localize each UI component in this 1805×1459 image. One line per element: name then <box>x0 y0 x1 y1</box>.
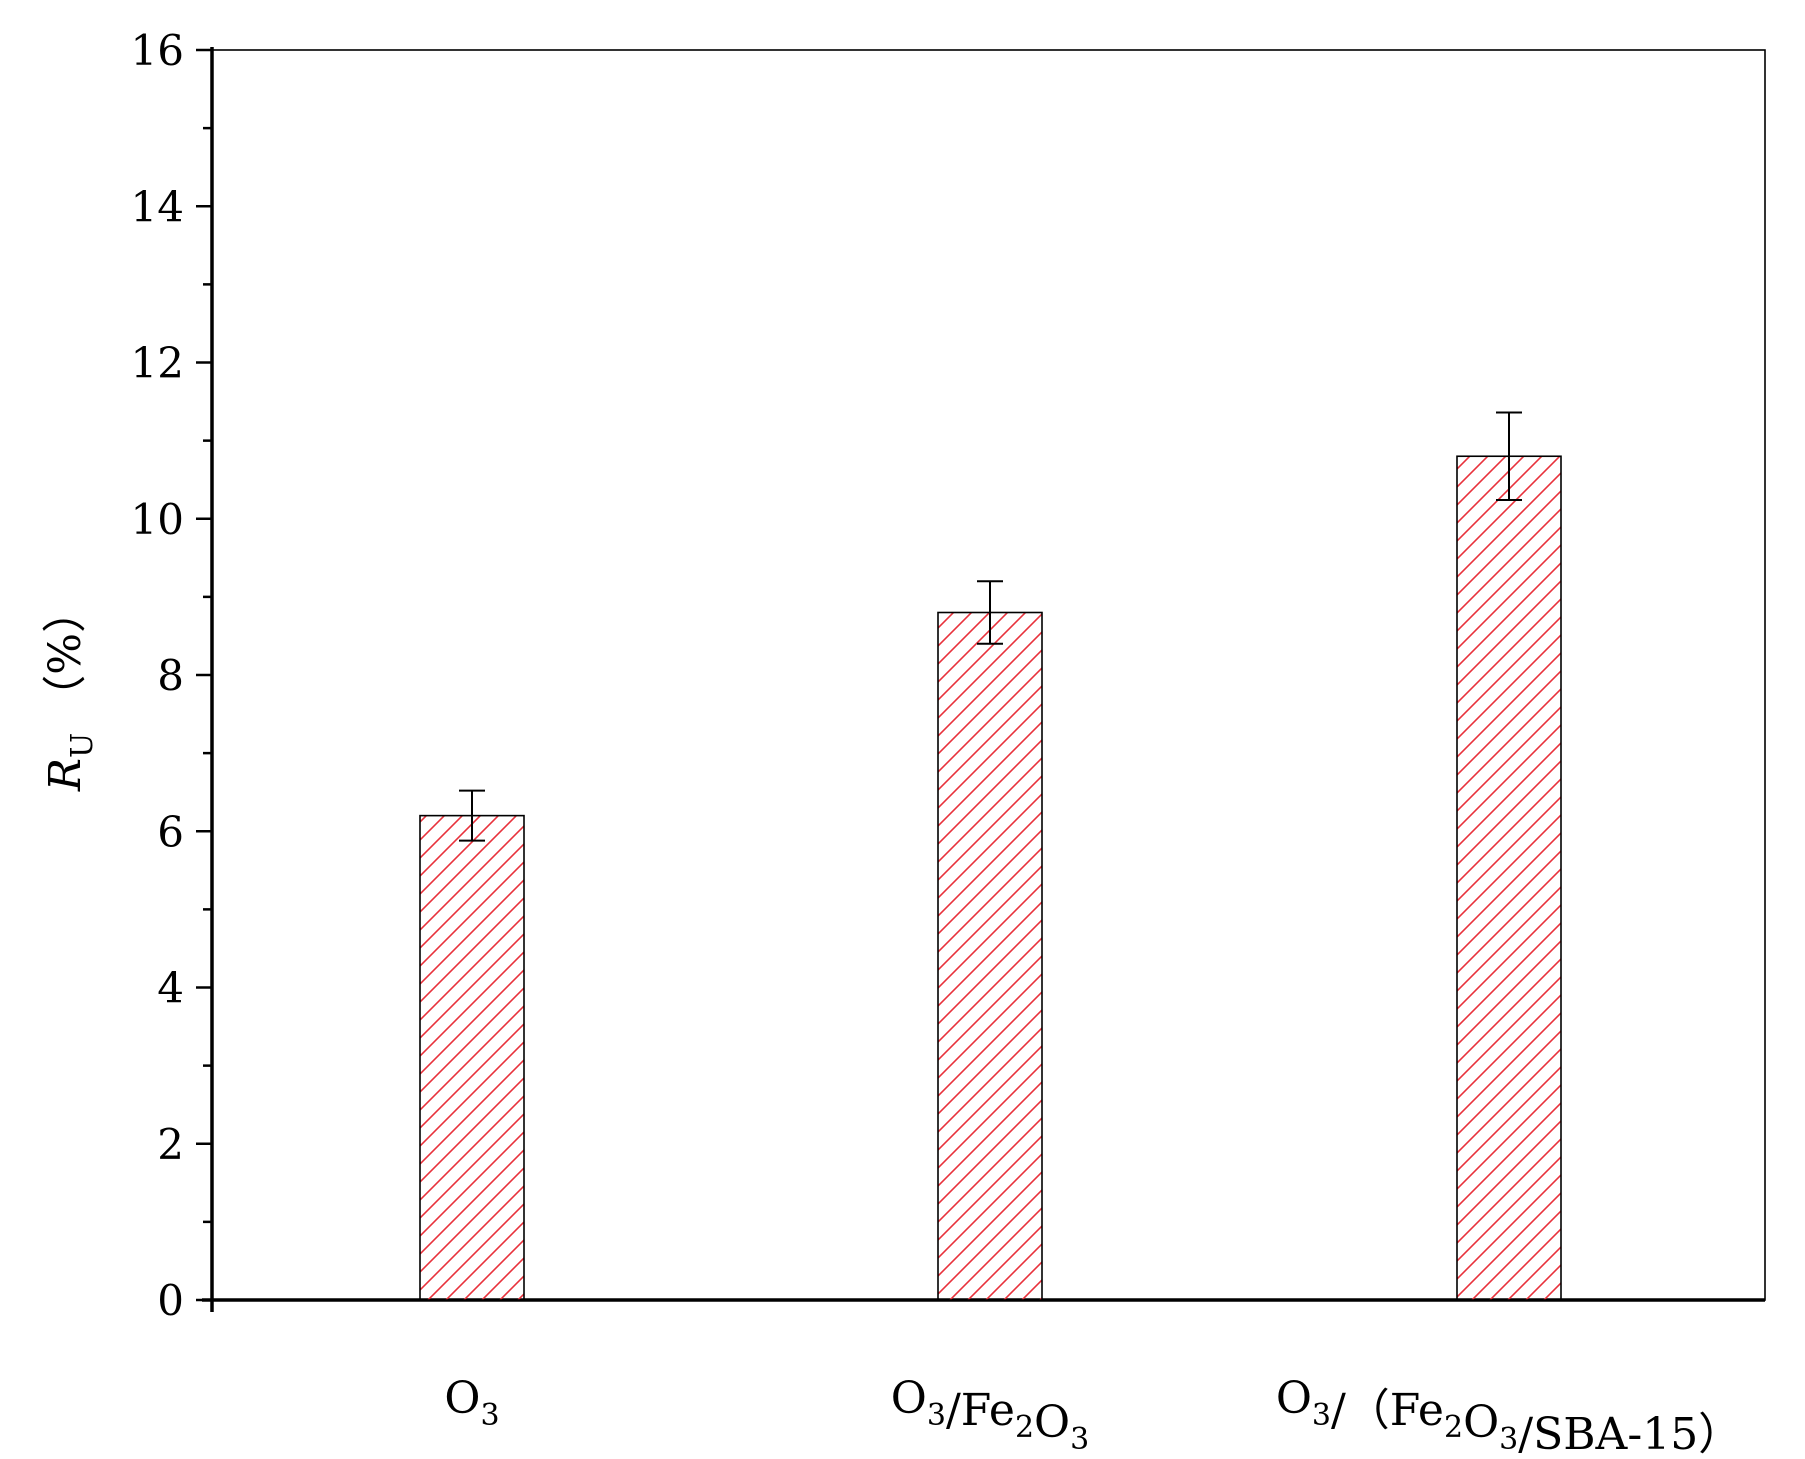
error-bars-layer <box>459 411 1522 842</box>
x-label-subscript: 3 <box>1312 1398 1331 1433</box>
y-axis-label-unit: （%） <box>40 589 91 719</box>
error-bar-1 <box>459 789 485 842</box>
y-axis: 0 2 4 6 8 10 12 14 16 <box>131 26 212 1325</box>
x-tick-label: O3 <box>444 1373 499 1433</box>
y-tick-label: 8 <box>157 651 184 700</box>
y-tick-label: 14 <box>131 182 184 231</box>
x-tick-label: O3/Fe2O3 <box>891 1373 1089 1455</box>
bar-3 <box>1456 455 1562 1301</box>
y-axis-label-symbol: R <box>40 758 91 792</box>
x-label-text: /SBA-15） <box>1518 1409 1742 1455</box>
y-axis-label-subscript: U <box>65 733 100 758</box>
x-label-text: O <box>891 1373 927 1424</box>
x-label-subscript: 3 <box>1070 1422 1089 1455</box>
x-label-subscript: 3 <box>927 1398 946 1433</box>
x-label-text: /（Fe <box>1331 1385 1444 1436</box>
y-tick-label: 2 <box>157 1120 184 1169</box>
bar-2 <box>937 611 1043 1301</box>
x-label-subscript: 2 <box>1444 1410 1463 1445</box>
error-bar-2 <box>977 580 1003 645</box>
y-tick-label: 4 <box>157 964 184 1013</box>
y-axis-label-group: RU （%） <box>40 589 100 792</box>
x-label-subscript: 2 <box>1015 1410 1034 1445</box>
y-tick-label: 6 <box>157 807 184 856</box>
x-label-subscript: 3 <box>1499 1422 1518 1455</box>
x-label-subscript: 3 <box>480 1398 499 1433</box>
y-tick-label: 12 <box>131 339 184 388</box>
bars-layer <box>419 455 1562 1301</box>
y-tick-label: 0 <box>157 1276 184 1325</box>
y-tick-label: 16 <box>131 26 184 75</box>
x-label-text: O <box>1276 1373 1312 1424</box>
x-label-text: /Fe <box>946 1385 1015 1436</box>
x-tick-label: O3/（Fe2O3/SBA-15） <box>1276 1373 1742 1455</box>
x-label-text: O <box>1463 1397 1499 1448</box>
x-label-text: O <box>444 1373 480 1424</box>
bar-1 <box>419 814 525 1301</box>
y-axis-label: RU （%） <box>40 589 100 792</box>
error-bar-3 <box>1496 411 1522 501</box>
x-label-text: O <box>1034 1397 1070 1448</box>
y-tick-label: 10 <box>131 495 184 544</box>
